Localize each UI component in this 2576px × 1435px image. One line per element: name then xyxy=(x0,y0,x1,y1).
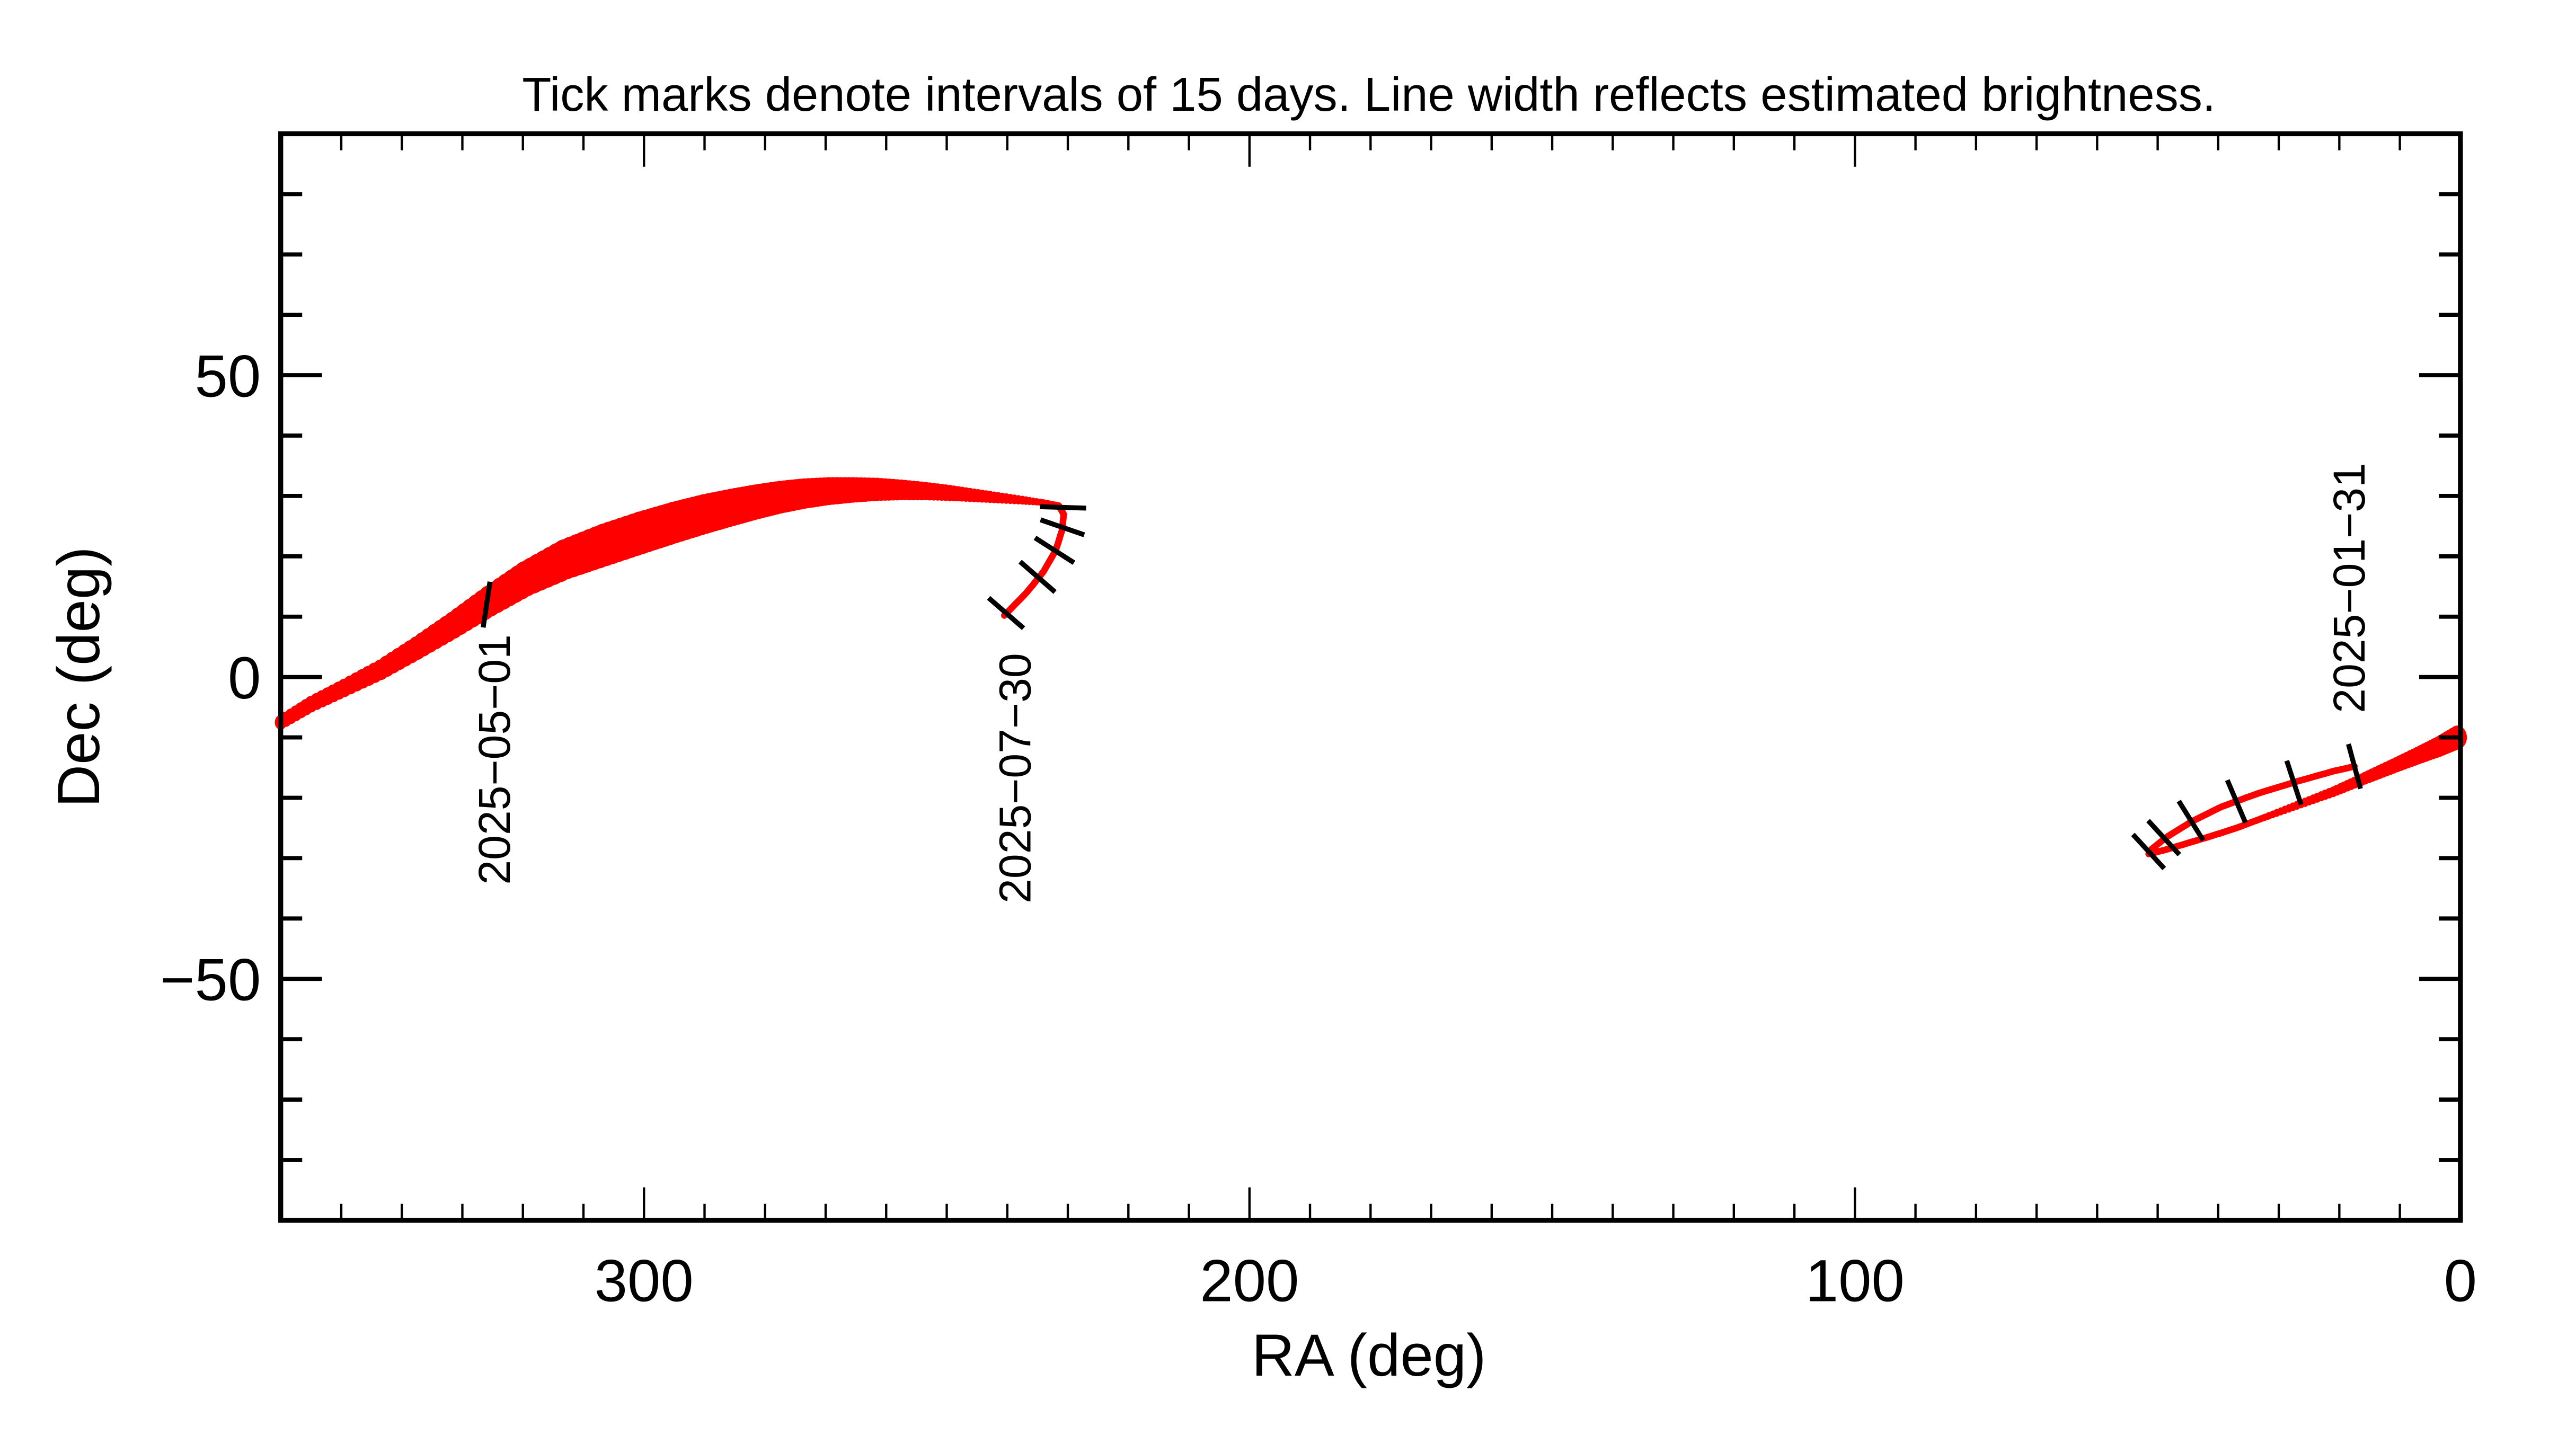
y-tick-label: 0 xyxy=(228,644,261,711)
interval-tick-mark xyxy=(2176,800,2206,842)
track-point xyxy=(2300,776,2306,783)
interval-tick-mark xyxy=(1033,536,1076,565)
track-point xyxy=(2249,792,2254,799)
interval-tick-mark xyxy=(2131,832,2166,871)
chart-title: Tick marks denote intervals of 15 days. … xyxy=(522,68,2216,121)
track-point xyxy=(2214,831,2219,838)
date-label: 2025−07−30 xyxy=(990,653,1040,903)
track-point xyxy=(2255,790,2261,797)
track-point xyxy=(2312,773,2318,780)
date-labels-layer: 2025−01−31 2025−05−01 2025−07−30 xyxy=(470,463,2374,903)
tracks-layer xyxy=(275,477,2467,857)
axis-ticks-layer xyxy=(279,134,2462,1220)
track-point xyxy=(2203,811,2209,818)
track-point xyxy=(2214,806,2219,813)
interval-tick-mark xyxy=(1039,517,1085,537)
track-point xyxy=(2184,821,2190,828)
track-point xyxy=(2176,826,2182,833)
track-point xyxy=(1013,600,1019,608)
interval-tick-mark xyxy=(1040,504,1086,511)
track-point xyxy=(1009,604,1015,612)
track-point xyxy=(2225,827,2231,834)
track-point xyxy=(2218,803,2224,810)
interval-tick-mark xyxy=(987,596,1025,631)
track-point xyxy=(2198,813,2204,820)
x-tick-label: 100 xyxy=(1805,1247,1905,1314)
track-point xyxy=(2261,788,2267,795)
track-point xyxy=(2306,775,2312,782)
date-label: 2025−01−31 xyxy=(2324,463,2374,713)
track-point xyxy=(1020,593,1026,600)
track-point xyxy=(2324,769,2330,776)
track-point xyxy=(2225,801,2230,808)
x-tick-label: 300 xyxy=(595,1247,694,1314)
x-tick-label: 200 xyxy=(1200,1247,1299,1314)
track-point xyxy=(2221,828,2227,836)
track-point xyxy=(2180,823,2186,830)
interval-ticks-layer xyxy=(481,504,2363,871)
interval-tick-mark xyxy=(2284,760,2304,805)
track-point xyxy=(2181,840,2187,848)
track-point xyxy=(2177,842,2183,849)
track-point xyxy=(2243,794,2249,802)
interval-tick-mark xyxy=(1018,560,1057,594)
plot-frame xyxy=(278,131,2463,1223)
date-label: 2025−05−01 xyxy=(470,634,519,885)
track-point xyxy=(2168,831,2174,838)
interval-tick-mark xyxy=(2346,743,2363,790)
track-point xyxy=(2229,826,2235,833)
track-point xyxy=(2318,771,2324,778)
track-point xyxy=(2165,846,2171,853)
track-point xyxy=(2217,830,2223,837)
track-point xyxy=(1016,597,1022,604)
interval-tick-mark xyxy=(2225,779,2248,824)
interval-tick-mark xyxy=(2146,819,2181,856)
track-point xyxy=(2237,823,2243,830)
y-tick-label: 50 xyxy=(195,343,261,410)
track-point xyxy=(2209,832,2215,839)
track-point xyxy=(2208,808,2214,816)
track-point xyxy=(1024,589,1030,596)
x-tick-label: 0 xyxy=(2444,1247,2477,1314)
track-point xyxy=(2193,816,2199,823)
track-point xyxy=(2274,784,2280,791)
track-point xyxy=(2189,838,2195,845)
track-point xyxy=(2185,839,2191,847)
track-point xyxy=(2281,782,2287,789)
interval-tick-mark xyxy=(481,581,493,628)
track-point xyxy=(2172,828,2177,836)
x-axis-label: RA (deg) xyxy=(1252,1322,1486,1388)
y-axis-label: Dec (deg) xyxy=(45,546,112,808)
y-tick-label: −50 xyxy=(160,946,261,1013)
track-point xyxy=(2205,834,2211,840)
tick-labels-layer: 300 200 100 0 50 0 −50 xyxy=(160,343,2477,1314)
track-point xyxy=(2193,837,2199,844)
track-point xyxy=(2234,825,2239,831)
track-point xyxy=(2268,786,2273,793)
